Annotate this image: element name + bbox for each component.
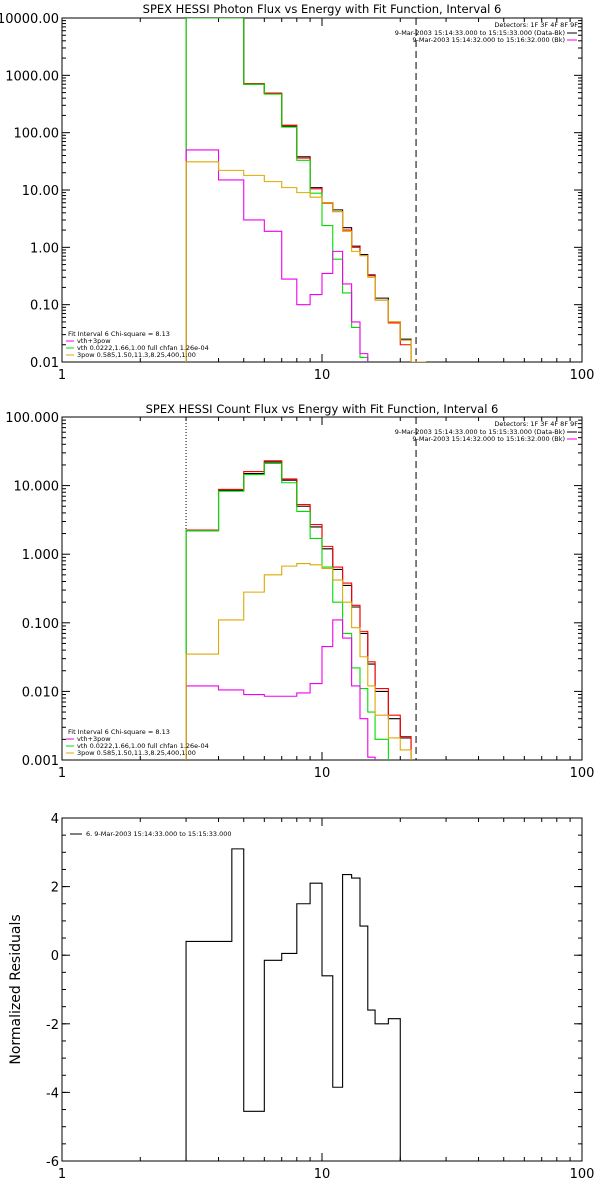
series-data — [185, 18, 412, 362]
x-tick-label: 100 — [570, 368, 595, 383]
x-tick-label: 1 — [58, 368, 66, 383]
legend-entry: 9-Mar-2003 15:14:32.000 to 15:16:32.000 … — [412, 435, 565, 443]
y-tick-label: -4 — [46, 1086, 59, 1101]
y-tick-label: 2 — [51, 881, 59, 896]
fit-component-label: 3pow 0.585,1.50,11.3,8.25,400,1.00 — [77, 749, 196, 757]
x-tick-label: 10 — [314, 368, 331, 383]
y-tick-label: -6 — [46, 1155, 59, 1170]
y-tick-label: 100.00 — [14, 127, 60, 142]
series-6-9-mar-2003-15-14-33-000-to-15-15-33-000 — [185, 848, 401, 1161]
x-tick-label: 10 — [314, 766, 331, 781]
y-tick-label: 0.100 — [22, 617, 59, 632]
x-tick-label: 1 — [58, 1167, 66, 1182]
series-vth-3pow — [185, 18, 369, 362]
plot-frame — [61, 416, 583, 761]
legend-entry: 9-Mar-2003 15:14:32.000 to 15:16:32.000 … — [412, 36, 565, 44]
series-3pow — [185, 161, 427, 362]
y-tick-label: -2 — [46, 1018, 59, 1033]
chart-title: SPEX HESSI Count Flux vs Energy with Fit… — [146, 402, 499, 416]
y-tick-label: 100.000 — [5, 411, 59, 426]
y-tick-label: 4 — [51, 812, 59, 827]
plot-frame — [61, 817, 583, 1162]
panel-1: SPEX HESSI Photon Flux vs Energy with Fi… — [0, 2, 595, 383]
y-tick-label: 0.001 — [22, 754, 59, 769]
legend-header: Detectors: 1F 3F 4F 8F 9F — [494, 420, 578, 428]
series-group — [185, 460, 412, 760]
series-group — [185, 848, 401, 1161]
panel-3: 1 10 100 4 2 0 -2 -4 -6 Normalized Residuals 6. 9-… — [8, 812, 595, 1182]
fit-component-label: vth 0.0222,1.66,1.00 full chfan 1.26e-04 — [77, 742, 209, 750]
y-tick-label: 0 — [51, 949, 59, 964]
legend-header: Detectors: 1F 3F 4F 8F 9F — [494, 21, 578, 29]
series-vth-3pow — [185, 462, 389, 760]
y-tick-label: 1.00 — [30, 241, 59, 256]
fit-summary: Fit Interval 6 Chi-square = 8.13 — [68, 728, 170, 736]
x-tick-label: 1 — [58, 766, 66, 781]
series-3pow — [185, 563, 412, 760]
fit-component-label: vth+3pow — [77, 337, 111, 345]
legend-entry: 9-Mar-2003 15:14:33.000 to 15:15:33.000 … — [395, 428, 565, 436]
y-tick-label: 0.10 — [30, 299, 59, 314]
x-tick-label: 100 — [570, 1167, 595, 1182]
series-group — [185, 18, 427, 362]
y-axis-label: Normalized Residuals — [8, 914, 24, 1064]
fit-component-label: vth+3pow — [77, 735, 111, 743]
legend-entry: 6. 9-Mar-2003 15:14:33.000 to 15:15:33.0… — [86, 830, 232, 838]
y-tick-label: 0.010 — [22, 685, 59, 700]
fit-component-label: 3pow 0.585,1.50,11.3,8.25,400,1.00 — [77, 351, 196, 359]
series-vth — [185, 149, 369, 362]
series-vth — [185, 619, 376, 760]
fit-summary: Fit Interval 6 Chi-square = 8.13 — [68, 330, 170, 338]
fit-component-label: vth 0.0222,1.66,1.00 full chfan 1.26e-04 — [77, 344, 209, 352]
series-data — [185, 461, 412, 760]
x-tick-label: 100 — [570, 766, 595, 781]
y-tick-label: 10.00 — [22, 184, 59, 199]
x-tick-label: 10 — [314, 1167, 331, 1182]
panel-2: SPEX HESSI Count Flux vs Energy with Fit… — [5, 402, 595, 781]
series-bk — [185, 460, 412, 760]
legend-entry: 9-Mar-2003 15:14:33.000 to 15:15:33.000 … — [395, 29, 565, 37]
y-tick-label: 1.000 — [22, 548, 59, 563]
y-tick-label: 1000.00 — [5, 69, 59, 84]
y-tick-label: 10.000 — [14, 480, 60, 495]
y-tick-label: 0.01 — [30, 356, 59, 371]
chart-title: SPEX HESSI Photon Flux vs Energy with Fi… — [143, 2, 502, 16]
y-tick-label: 10000.00 — [0, 12, 59, 27]
series-bk — [185, 18, 412, 362]
